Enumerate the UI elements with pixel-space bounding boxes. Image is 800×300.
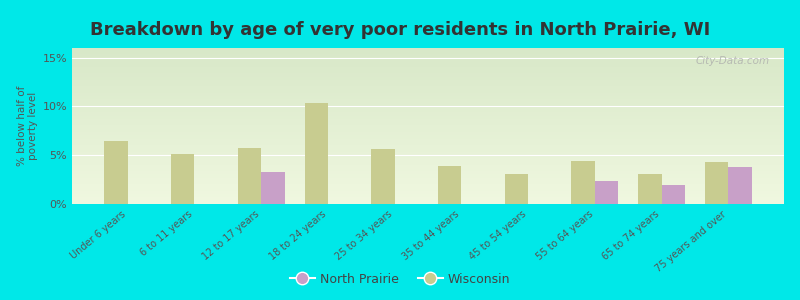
- Bar: [371, 149, 394, 204]
- Text: City-Data.com: City-Data.com: [696, 56, 770, 66]
- Bar: [595, 181, 618, 204]
- Bar: [571, 161, 595, 204]
- Bar: [305, 103, 328, 204]
- Bar: [438, 166, 462, 204]
- Bar: [662, 184, 685, 204]
- Bar: [505, 174, 528, 204]
- Bar: [104, 141, 128, 204]
- Bar: [238, 148, 261, 204]
- Bar: [171, 154, 194, 204]
- Bar: [728, 167, 752, 204]
- Text: Breakdown by age of very poor residents in North Prairie, WI: Breakdown by age of very poor residents …: [90, 21, 710, 39]
- Y-axis label: % below half of
poverty level: % below half of poverty level: [17, 86, 38, 166]
- Bar: [705, 162, 728, 204]
- Bar: [261, 172, 285, 204]
- Bar: [638, 174, 662, 204]
- Legend: North Prairie, Wisconsin: North Prairie, Wisconsin: [285, 268, 515, 291]
